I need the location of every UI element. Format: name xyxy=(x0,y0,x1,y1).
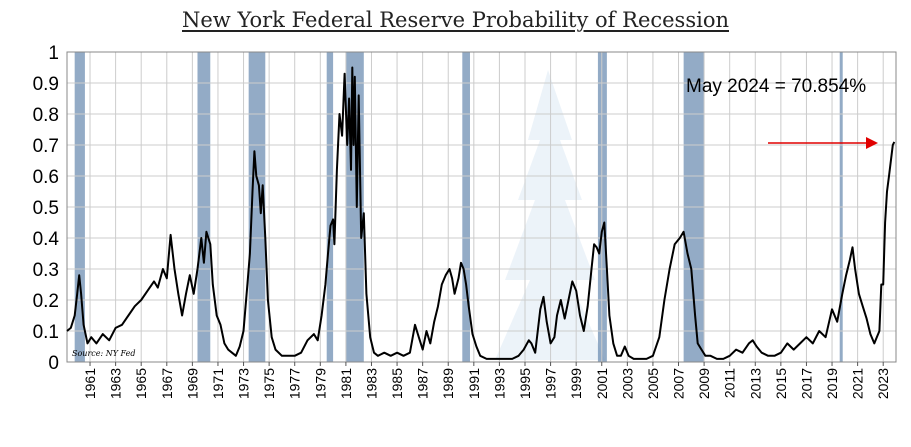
y-tick-label: 0 xyxy=(48,353,59,374)
x-tick-label: 1997 xyxy=(543,368,559,399)
y-tick-label: 0.9 xyxy=(33,74,59,95)
tree-watermark xyxy=(495,70,605,360)
latest-value-annotation: May 2024 = 70.854% xyxy=(686,76,866,97)
x-tick-label: 1995 xyxy=(517,368,533,399)
x-tick-label: 2023 xyxy=(875,368,891,399)
x-tick-label: 2019 xyxy=(824,368,840,399)
grid xyxy=(67,51,896,363)
x-tick-label: 1971 xyxy=(210,368,226,399)
x-tick-label: 1975 xyxy=(261,368,277,399)
plot-frame xyxy=(66,51,897,363)
x-tick-label: 1989 xyxy=(440,368,456,399)
x-axis: 1961 1963 1965 1967 1969 1971 1973 1975 1977 1979… xyxy=(82,362,891,399)
y-tick-label: 0.3 xyxy=(33,260,59,281)
y-tick-label: 0.8 xyxy=(33,105,59,126)
annotation-arrow xyxy=(768,137,878,149)
x-tick-label: 1993 xyxy=(491,368,507,399)
x-tick-label: 2013 xyxy=(747,368,763,399)
x-tick-label: 2003 xyxy=(619,368,635,399)
x-tick-label: 2005 xyxy=(645,368,661,399)
y-axis: 0 0.1 0.2 0.3 0.4 0.5 0.6 0.7 0.8 0.9 1 xyxy=(33,43,60,374)
x-tick-label: 2015 xyxy=(773,368,789,399)
x-tick-label: 2011 xyxy=(722,368,738,398)
y-tick-label: 0.4 xyxy=(33,229,60,250)
y-tick-label: 0.1 xyxy=(33,322,59,343)
x-tick-label: 2021 xyxy=(850,368,866,399)
y-tick-label: 1 xyxy=(48,43,59,64)
x-tick-label: 1977 xyxy=(287,368,303,399)
x-tick-label: 1967 xyxy=(159,368,175,399)
x-tick-label: 1985 xyxy=(389,368,405,399)
x-tick-label: 1979 xyxy=(312,368,328,399)
x-tick-label: 1973 xyxy=(236,368,252,399)
x-tick-label: 1965 xyxy=(133,368,149,399)
y-tick-label: 0.6 xyxy=(33,167,59,188)
x-tick-label: 1961 xyxy=(82,368,98,399)
series-line xyxy=(66,66,896,360)
x-tick-label: 2017 xyxy=(798,368,814,399)
x-tick-label: 1969 xyxy=(184,368,200,399)
x-tick-label: 1987 xyxy=(415,368,431,399)
y-tick-label: 0.7 xyxy=(33,136,59,157)
chart-title: New York Federal Reserve Probability of … xyxy=(182,8,729,32)
x-tick-label: 1991 xyxy=(466,368,482,399)
x-tick-label: 1983 xyxy=(363,368,379,399)
x-tick-label: 1963 xyxy=(108,368,124,399)
x-tick-label: 2007 xyxy=(671,368,687,399)
x-tick-label: 2009 xyxy=(696,368,712,399)
x-tick-label: 1999 xyxy=(568,368,584,399)
source-label: Source: NY Fed xyxy=(72,349,136,358)
y-tick-label: 0.2 xyxy=(33,291,59,312)
y-tick-label: 0.5 xyxy=(33,198,59,219)
x-tick-label: 2001 xyxy=(594,368,610,399)
x-tick-label: 1981 xyxy=(338,368,354,399)
